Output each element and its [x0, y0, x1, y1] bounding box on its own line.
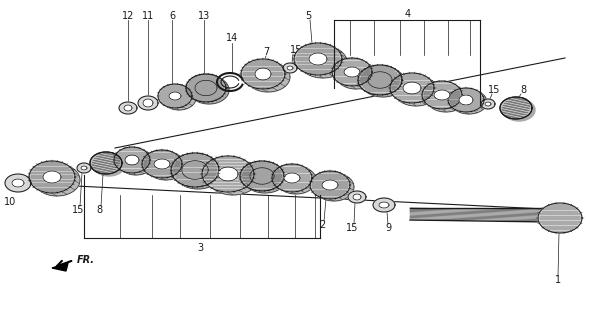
Text: 5: 5 [305, 11, 311, 21]
Text: 4: 4 [405, 9, 411, 19]
Polygon shape [154, 159, 170, 169]
Polygon shape [202, 156, 254, 192]
Polygon shape [174, 155, 222, 189]
Polygon shape [344, 67, 360, 77]
Polygon shape [358, 65, 402, 95]
Polygon shape [314, 173, 354, 201]
Text: 15: 15 [488, 85, 500, 95]
Polygon shape [186, 74, 226, 102]
Polygon shape [284, 173, 300, 183]
Polygon shape [138, 96, 158, 110]
Polygon shape [255, 68, 271, 80]
Polygon shape [77, 163, 91, 173]
Polygon shape [246, 62, 290, 92]
Polygon shape [189, 76, 229, 104]
Polygon shape [218, 167, 238, 181]
Text: 9: 9 [385, 223, 391, 233]
Polygon shape [146, 152, 186, 180]
Polygon shape [158, 84, 192, 108]
Polygon shape [240, 161, 284, 191]
Polygon shape [125, 155, 139, 165]
Polygon shape [353, 194, 361, 200]
Polygon shape [5, 174, 31, 192]
Polygon shape [394, 76, 438, 106]
Polygon shape [118, 149, 154, 175]
Polygon shape [390, 73, 434, 103]
Text: 13: 13 [198, 11, 210, 21]
Text: 10: 10 [4, 197, 16, 207]
Polygon shape [43, 171, 61, 183]
Polygon shape [119, 102, 137, 114]
Polygon shape [503, 99, 535, 121]
Polygon shape [379, 202, 389, 208]
Polygon shape [276, 166, 316, 194]
Polygon shape [114, 147, 150, 173]
Polygon shape [283, 63, 297, 73]
Polygon shape [481, 99, 495, 109]
Polygon shape [336, 61, 376, 89]
Text: 1: 1 [555, 275, 561, 285]
Polygon shape [299, 46, 347, 78]
Polygon shape [309, 53, 327, 65]
Polygon shape [294, 43, 342, 75]
Polygon shape [81, 166, 87, 170]
Polygon shape [34, 164, 80, 196]
Polygon shape [143, 99, 153, 107]
Polygon shape [29, 161, 75, 193]
Polygon shape [373, 198, 395, 212]
Text: 8: 8 [520, 85, 526, 95]
Polygon shape [124, 105, 132, 111]
Polygon shape [142, 150, 182, 178]
Text: 3: 3 [197, 243, 203, 253]
Polygon shape [451, 90, 487, 114]
Polygon shape [422, 81, 462, 109]
Text: 15: 15 [290, 45, 302, 55]
Polygon shape [162, 86, 196, 110]
Polygon shape [459, 95, 473, 105]
Polygon shape [272, 164, 312, 192]
Polygon shape [485, 102, 491, 106]
Polygon shape [287, 66, 293, 70]
Polygon shape [434, 90, 450, 100]
Polygon shape [90, 152, 122, 174]
Polygon shape [241, 59, 285, 89]
Polygon shape [332, 58, 372, 86]
Text: 6: 6 [169, 11, 175, 21]
Polygon shape [169, 92, 181, 100]
Polygon shape [500, 97, 532, 119]
Polygon shape [207, 159, 259, 195]
Text: FR.: FR. [77, 255, 95, 265]
Text: 7: 7 [263, 47, 269, 57]
Polygon shape [361, 67, 405, 97]
Text: 14: 14 [226, 33, 238, 43]
Text: 15: 15 [72, 205, 84, 215]
Text: 8: 8 [96, 205, 102, 215]
Polygon shape [426, 84, 466, 112]
Polygon shape [348, 191, 366, 203]
Polygon shape [52, 263, 68, 271]
Text: 2: 2 [319, 220, 325, 230]
Polygon shape [93, 154, 125, 176]
Polygon shape [538, 203, 582, 233]
Text: 11: 11 [142, 11, 154, 21]
Polygon shape [243, 163, 287, 193]
Text: 12: 12 [122, 11, 134, 21]
Polygon shape [403, 82, 421, 94]
Polygon shape [171, 153, 219, 187]
Polygon shape [322, 180, 338, 190]
Polygon shape [310, 171, 350, 199]
Polygon shape [448, 88, 484, 112]
Polygon shape [12, 179, 24, 187]
Text: 15: 15 [346, 223, 358, 233]
